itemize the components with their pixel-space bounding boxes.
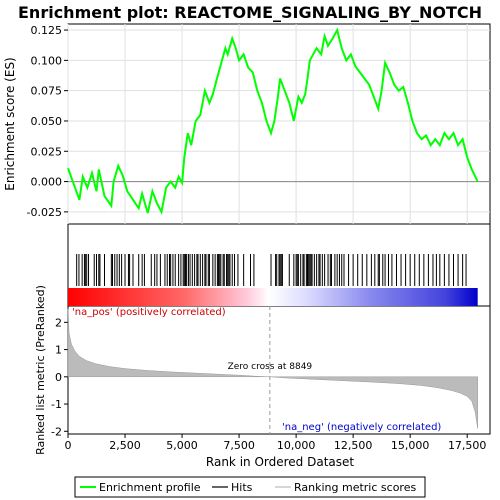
es-y-axis-label-group: Enrichment score (ES) [3, 57, 17, 190]
es-y-tick-label: 0.000 [31, 176, 63, 189]
legend-enrichment-label: Enrichment profile [99, 481, 201, 494]
es-y-tick-label: 0.025 [31, 145, 63, 158]
x-tick-label: 2,500 [109, 439, 141, 452]
legend-box [74, 476, 426, 498]
legend: Enrichment profile Hits Ranking metric s… [74, 476, 426, 498]
chart-title: Enrichment plot: REACTOME_SIGNALING_BY_N… [18, 3, 482, 22]
metric-y-axis-label: Ranked list metric (PreRanked) [34, 285, 47, 455]
es-y-tick-label: 0.075 [31, 85, 63, 98]
es-y-tick-label: 0.125 [31, 24, 63, 37]
negative-correlation-label: 'na_neg' (negatively correlated) [282, 422, 441, 433]
x-ticks: 0 2,500 5,000 7,500 10,000 12,500 15,000 17,500 [65, 434, 487, 452]
metric-y-tick-label: 1 [55, 344, 62, 357]
zero-cross-label: Zero cross at 8849 [228, 362, 313, 372]
es-y-tick-label: 0.100 [31, 54, 63, 67]
enrichment-profile-line [67, 27, 479, 215]
es-panel-frame [67, 23, 491, 225]
legend-metric-label: Ranking metric scores [294, 481, 416, 494]
es-y-axis-label: Enrichment score (ES) [3, 57, 17, 190]
x-tick-label: 12,500 [334, 439, 373, 452]
es-y-tick-label: 0.050 [31, 115, 63, 128]
es-y-ticks: -0.025 0.000 0.025 0.050 0.075 0.100 0.125 [27, 24, 68, 219]
metric-y-tick-label: 0 [55, 371, 62, 384]
rank-color-bar [68, 288, 478, 306]
metric-y-tick-label: 2 [55, 316, 62, 329]
x-tick-label: 17,500 [448, 439, 487, 452]
hit-marks [76, 254, 467, 286]
metric-y-ticks: -2 -1 0 1 2 [51, 316, 68, 438]
x-tick-label: 10,000 [277, 439, 316, 452]
legend-hits-label: Hits [231, 481, 253, 494]
positive-correlation-label: 'na_pos' (positively correlated) [72, 307, 226, 318]
metric-y-tick-label: -2 [51, 425, 62, 438]
metric-y-axis-label-group: Ranked list metric (PreRanked) [34, 285, 47, 455]
x-tick-label: 15,000 [391, 439, 430, 452]
x-tick-label: 0 [65, 439, 72, 452]
x-tick-label: 5,000 [166, 439, 198, 452]
metric-y-tick-label: -1 [51, 398, 62, 411]
x-tick-label: 7,500 [223, 439, 255, 452]
x-axis-label: Rank in Ordered Dataset [206, 455, 354, 469]
es-y-tick-label: -0.025 [27, 206, 62, 219]
